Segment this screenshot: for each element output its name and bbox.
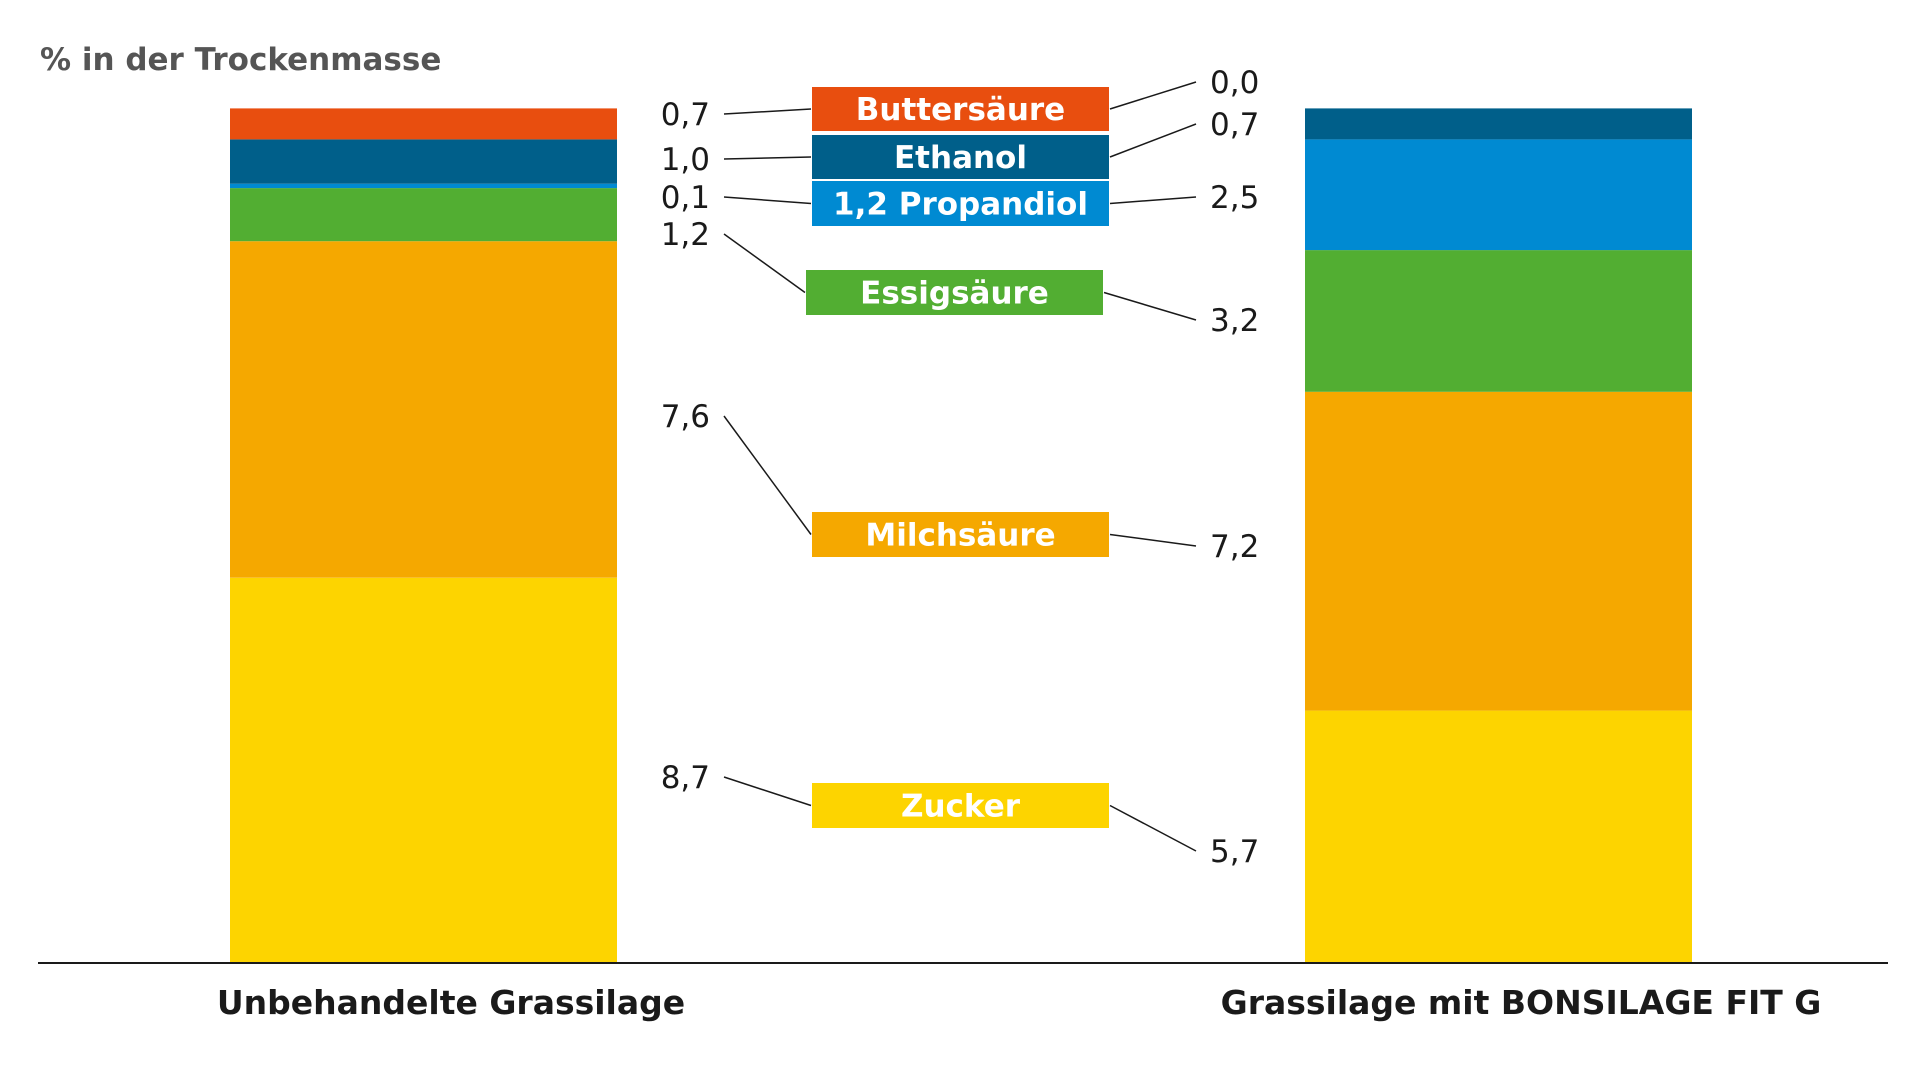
legend-label-milchsaeure: Milchsäure	[865, 518, 1055, 554]
leader-line-buttersaeure-bonsilage	[1109, 81, 1197, 110]
bar-segment-essigsaeure-unbehandelt	[230, 188, 617, 242]
value-labels-group: 8,7 5,7 7,6 7,2 1,2 3,2 0,1 2,5 1,0 0,7 0,7 0,0	[661, 65, 1260, 870]
leader-line-ethanol-unbehandelt	[723, 156, 812, 160]
bar-segment-1-2-propandiol-bonsilage	[1305, 139, 1692, 251]
value-label-milchsaeure-bonsilage: 7,2	[1210, 529, 1259, 565]
value-label-1-2-propandiol-unbehandelt: 0,1	[661, 180, 710, 216]
value-label-ethanol-unbehandelt: 1,0	[661, 142, 710, 178]
value-label-ethanol-bonsilage: 0,7	[1210, 107, 1259, 143]
bar-segment-zucker-unbehandelt	[230, 577, 617, 963]
leader-line-1-2-propandiol-unbehandelt	[723, 196, 812, 205]
legend-label-buttersaeure: Buttersäure	[856, 92, 1065, 128]
value-label-buttersaeure-bonsilage: 0,0	[1210, 65, 1259, 101]
leader-line-ethanol-bonsilage	[1109, 123, 1197, 158]
value-label-1-2-propandiol-bonsilage: 2,5	[1210, 180, 1259, 216]
legend-label-ethanol: Ethanol	[894, 140, 1027, 176]
leader-line-1-2-propandiol-bonsilage	[1109, 196, 1197, 205]
leader-lines-group	[723, 81, 1197, 852]
bar-segment-essigsaeure-bonsilage	[1305, 250, 1692, 392]
bar-segment-milchsaeure-unbehandelt	[230, 241, 617, 578]
bar-segment-ethanol-unbehandelt	[230, 139, 617, 184]
bars-group	[230, 108, 1692, 963]
legend-label-1-2-propandiol: 1,2 Propandiol	[833, 187, 1088, 223]
legend-box-zucker	[812, 783, 1109, 828]
legend-label-essigsaeure: Essigsäure	[860, 276, 1049, 312]
legend-group: Zucker Milchsäure Essigsäure 1,2 Propandiol…	[806, 87, 1109, 828]
value-label-buttersaeure-unbehandelt: 0,7	[661, 97, 710, 133]
value-label-zucker-bonsilage: 5,7	[1210, 834, 1259, 870]
leader-line-buttersaeure-unbehandelt	[723, 108, 812, 115]
value-label-milchsaeure-unbehandelt: 7,6	[661, 399, 710, 435]
bar-segment-1-2-propandiol-unbehandelt	[230, 183, 617, 189]
value-label-zucker-unbehandelt: 8,7	[661, 760, 710, 796]
category-labels-group: Unbehandelte Grassilage Grassilage mit BO…	[217, 983, 1822, 1022]
category-label-bonsilage: Grassilage mit BONSILAGE FIT G	[1221, 983, 1822, 1022]
value-label-essigsaeure-unbehandelt: 1,2	[661, 217, 710, 253]
leader-line-zucker-bonsilage	[1109, 804, 1197, 852]
leader-line-essigsaeure-unbehandelt	[723, 233, 806, 294]
legend-box-ethanol	[812, 135, 1109, 179]
legend-box-milchsaeure	[812, 512, 1109, 557]
legend-box-1-2-propandiol	[812, 181, 1109, 226]
category-label-unbehandelt: Unbehandelte Grassilage	[217, 983, 685, 1022]
bar-segment-milchsaeure-bonsilage	[1305, 391, 1692, 711]
value-label-essigsaeure-bonsilage: 3,2	[1210, 303, 1259, 339]
bar-segment-buttersaeure-unbehandelt	[230, 108, 617, 140]
leader-line-milchsaeure-bonsilage	[1109, 533, 1197, 547]
leader-line-zucker-unbehandelt	[723, 776, 812, 807]
legend-label-zucker: Zucker	[901, 789, 1021, 825]
leader-line-milchsaeure-unbehandelt	[723, 415, 812, 535]
legend-box-buttersaeure	[812, 87, 1109, 131]
legend-box-essigsaeure	[806, 270, 1103, 315]
leader-line-essigsaeure-bonsilage	[1103, 291, 1197, 321]
bar-segment-zucker-bonsilage	[1305, 710, 1692, 963]
bar-segment-ethanol-bonsilage	[1305, 108, 1692, 140]
y-axis-label: % in der Trockenmasse	[40, 42, 441, 78]
